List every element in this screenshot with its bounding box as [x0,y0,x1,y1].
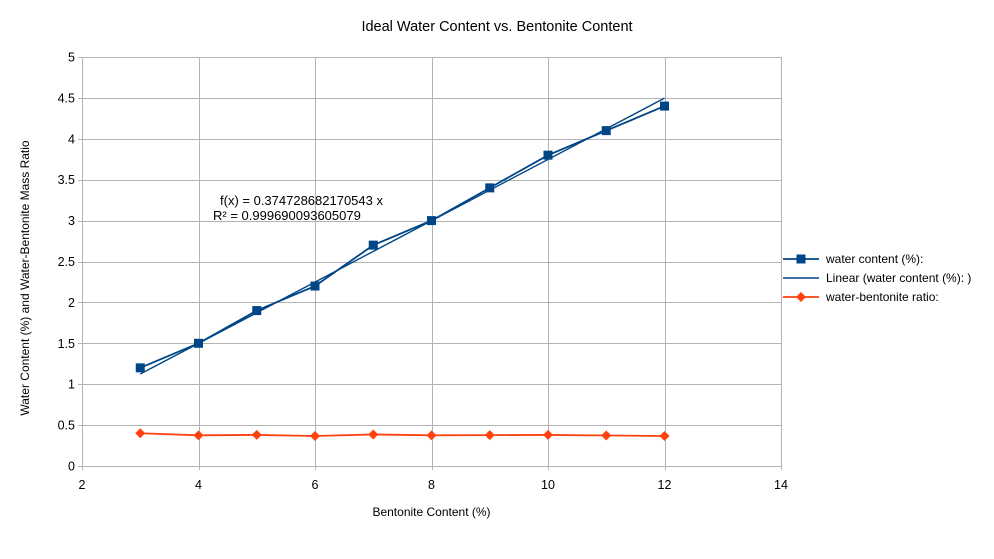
y-tick-label: 4 [68,132,75,146]
x-tick-label: 10 [541,478,555,492]
y-tick-label: 4.5 [58,91,75,105]
y-tick-label: 2 [68,296,75,310]
legend-item-linear-trend: Linear (water content (%): ) [783,268,971,287]
trendline-equation: f(x) = 0.374728682170543 x [220,193,383,208]
legend-marker-square-icon [783,254,819,263]
data-point-water-content [368,240,378,250]
trendline-r-squared: R² = 0.999690093605079 [213,208,361,223]
data-point-water-bentonite-ratio [659,431,670,442]
data-point-water-content [194,338,203,348]
y-axis-title: Water Content (%) and Water-Bentonite Ma… [18,140,32,416]
legend-label: water content (%): [826,251,924,266]
y-tick-label: 2.5 [58,255,75,269]
y-tick-label: 1 [68,378,75,392]
data-point-water-content [601,126,611,136]
legend-marker-diamond-icon [783,291,819,302]
data-point-water-bentonite-ratio [310,431,320,442]
data-point-water-bentonite-ratio [601,430,612,441]
x-tick-label: 2 [79,478,86,492]
x-tick-label: 4 [195,478,202,492]
legend-item-water-content: water content (%): [783,249,971,268]
x-axis-title: Bentonite Content (%) [372,505,491,519]
data-point-water-content [310,281,320,291]
y-tick-label: 0.5 [58,419,75,433]
series-line-water-content [139,105,665,369]
data-point-water-bentonite-ratio [543,429,553,440]
y-tick-label: 5 [68,51,75,65]
data-point-water-content [485,183,495,193]
y-tick-label: 3.5 [58,173,75,187]
data-point-water-content [252,306,262,316]
legend-marker-line-icon [783,276,819,279]
data-point-water-content [427,216,436,226]
y-tick-label: 0 [68,460,75,474]
x-tick-label: 12 [658,478,672,492]
data-point-water-bentonite-ratio [426,430,437,441]
data-point-water-bentonite-ratio [251,429,262,440]
data-point-water-bentonite-ratio [193,430,204,441]
x-tick-label: 8 [428,478,435,492]
trendline-linear [139,97,665,375]
data-point-water-content [543,150,553,160]
chart-title: Ideal Water Content vs. Bentonite Conten… [361,19,633,35]
legend-item-water-bentonite-ratio: water-bentonite ratio: [783,287,971,306]
legend: water content (%): Linear (water content… [783,249,971,306]
data-point-water-bentonite-ratio [135,428,146,439]
data-point-water-bentonite-ratio [484,430,495,441]
data-point-water-bentonite-ratio [368,429,379,440]
legend-label: Linear (water content (%): ) [826,270,972,285]
data-point-water-content [660,101,669,111]
y-tick-label: 1.5 [58,337,75,351]
x-tick-label: 6 [312,478,319,492]
series-line-water-bentonite-ratio [140,432,665,437]
legend-label: water-bentonite ratio: [826,289,939,304]
data-point-water-content [135,363,145,373]
y-tick-label: 3 [68,214,75,228]
x-tick-label: 14 [774,478,788,492]
